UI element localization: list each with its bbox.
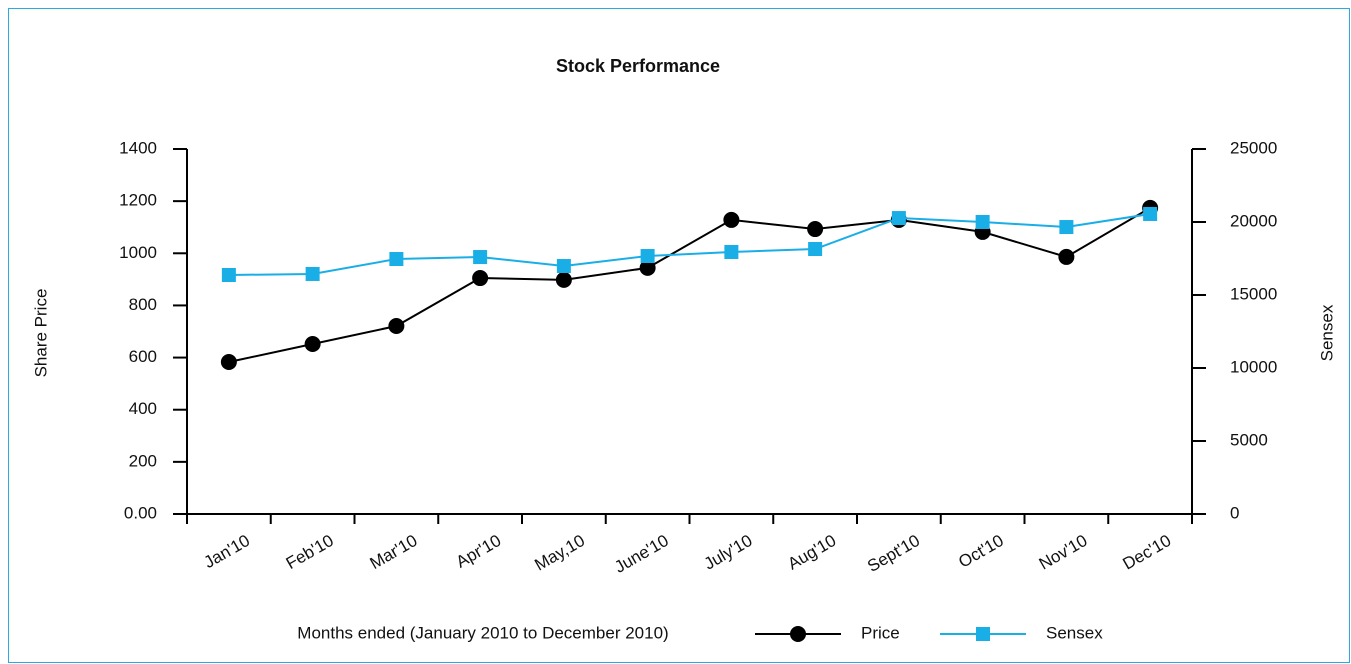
- data-point: [389, 252, 404, 267]
- frame: [8, 8, 1350, 663]
- series-line: [228, 212, 1151, 276]
- y-tick-label: 400: [129, 399, 157, 418]
- y-tick-label: 1000: [119, 243, 157, 262]
- data-point: [555, 271, 572, 288]
- y2-tick-label: 20000: [1230, 211, 1277, 230]
- x-tick-label: Mar'10: [367, 531, 421, 573]
- data-point: [640, 249, 655, 264]
- data-point: [388, 318, 405, 335]
- y-tick-label: 1200: [119, 191, 157, 210]
- data-point: [472, 270, 489, 287]
- chart-title: Stock Performance: [556, 56, 720, 76]
- legend-marker: [976, 627, 990, 641]
- y-tick-label: 0.00: [124, 503, 157, 522]
- data-point: [1058, 248, 1075, 265]
- data-point: [724, 245, 739, 260]
- data-point: [1143, 206, 1158, 221]
- x-tick-label: Jan'10: [201, 531, 253, 572]
- data-point: [221, 267, 236, 282]
- x-tick-label: Nov'10: [1036, 531, 1091, 574]
- y-tick-label: 200: [129, 451, 157, 470]
- legend-label: Price: [861, 623, 900, 642]
- series-line: [228, 207, 1151, 363]
- y2-axis-label: Sensex: [1317, 304, 1336, 361]
- x-tick-label: Dec'10: [1119, 531, 1174, 574]
- x-tick-label: Oct'10: [955, 531, 1007, 572]
- y-tick-label: 600: [129, 347, 157, 366]
- data-point: [975, 215, 990, 229]
- data-point: [723, 211, 740, 228]
- x-tick-label: May,10: [531, 531, 588, 575]
- y2-tick-label: 10000: [1230, 357, 1277, 376]
- data-point: [556, 259, 571, 274]
- y2-tick-label: 0: [1230, 503, 1239, 522]
- data-point: [808, 242, 823, 257]
- data-point: [1059, 220, 1074, 235]
- x-tick-label: Aug'10: [784, 531, 839, 574]
- data-point: [304, 336, 321, 353]
- x-tick-label: July'10: [701, 531, 756, 574]
- x-tick-label: Feb'10: [283, 531, 337, 573]
- legend-marker: [790, 626, 806, 642]
- y2-tick-label: 5000: [1230, 430, 1268, 449]
- data-point: [473, 250, 488, 265]
- x-axis-label: Months ended (January 2010 to December 2…: [297, 623, 668, 642]
- y-tick-label: 1400: [119, 138, 157, 157]
- data-point: [807, 221, 824, 238]
- data-point: [891, 211, 906, 226]
- y2-tick-label: 15000: [1230, 284, 1277, 303]
- y-axis-label: Share Price: [31, 289, 50, 378]
- x-tick-label: Sept'10: [864, 531, 923, 576]
- y-tick-label: 800: [129, 295, 157, 314]
- data-point: [220, 354, 237, 371]
- x-tick-label: Apr'10: [453, 531, 505, 572]
- legend-label: Sensex: [1046, 623, 1103, 642]
- data-point: [639, 259, 656, 276]
- x-tick-label: June'10: [611, 531, 672, 577]
- data-point: [305, 266, 320, 281]
- y2-tick-label: 25000: [1230, 138, 1277, 157]
